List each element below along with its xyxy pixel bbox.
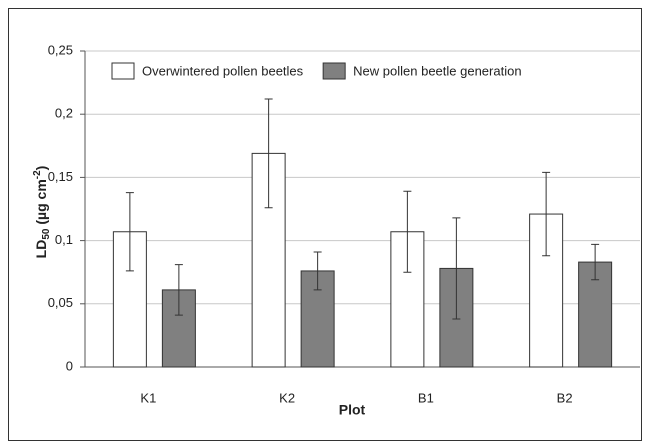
y-label-part: LD (33, 240, 49, 259)
error-bar (591, 243, 600, 281)
error-bar (542, 171, 551, 257)
error-bar (403, 190, 412, 273)
y-axis-label: LD50 (µg cm-2) (32, 166, 52, 259)
y-tick-label: 0,25 (48, 42, 73, 57)
y-tick-label: 0 (66, 358, 73, 373)
legend-swatch (111, 62, 135, 80)
error-bar (452, 217, 461, 320)
x-tick-label: B2 (557, 390, 573, 405)
x-tick-label: K2 (279, 390, 295, 405)
bar (251, 152, 286, 368)
error-bar (174, 264, 183, 316)
y-label-part: -2 (32, 170, 43, 179)
x-axis-label: Plot (339, 402, 366, 418)
x-tick-label: K1 (140, 390, 156, 405)
error-bar (264, 98, 273, 209)
bar (390, 231, 425, 368)
error-bar (313, 251, 322, 291)
legend-label: Overwintered pollen beetles (142, 63, 304, 78)
legend-swatch (322, 62, 346, 80)
error-bar (125, 192, 134, 272)
y-label-part: (µg cm (33, 179, 49, 228)
y-label-part: ) (33, 166, 49, 171)
y-tick-label: 0,2 (55, 106, 73, 121)
y-tick-label: 0,1 (55, 232, 73, 247)
legend-label: New pollen beetle generation (353, 63, 521, 78)
x-tick-label: B1 (418, 390, 434, 405)
y-label-part: 50 (41, 228, 52, 240)
y-tick-label: 0,15 (48, 169, 73, 184)
y-tick-label: 0,05 (48, 295, 73, 310)
